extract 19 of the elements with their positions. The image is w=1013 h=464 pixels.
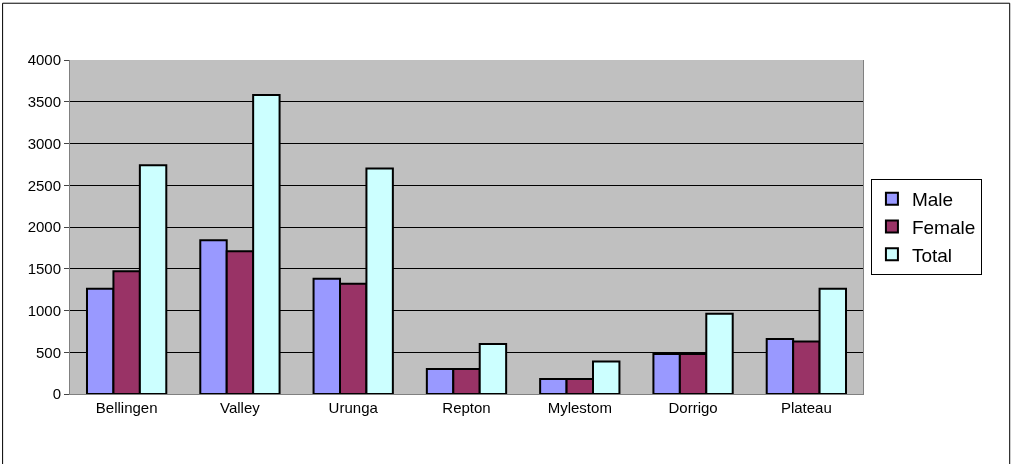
x-tick-label: Mylestom [547,399,612,416]
x-tick-label: Dorrigo [668,399,718,416]
x-tick-label: Urunga [328,399,379,416]
x-tick-label: Valley [220,399,261,416]
y-tick-label: 3000 [27,134,61,152]
y-tick-label: 1500 [27,260,61,277]
legend-label: Total [911,244,953,266]
y-tick-label: 2500 [27,176,61,194]
y-tick-label: 1000 [27,301,61,319]
y-tick-label: 0 [52,385,61,403]
y-tick-label: 3500 [27,93,61,110]
x-tick-label: Repton [442,399,491,416]
y-tick-label: 500 [35,343,61,361]
y-tick-label: 2000 [27,218,61,236]
x-tick-label: Bellingen [95,399,158,416]
x-tick-label: Plateau [780,399,832,416]
legend-label: Female [911,216,976,238]
y-tick-label: 4000 [27,51,61,69]
legend-label: Male [911,189,954,211]
